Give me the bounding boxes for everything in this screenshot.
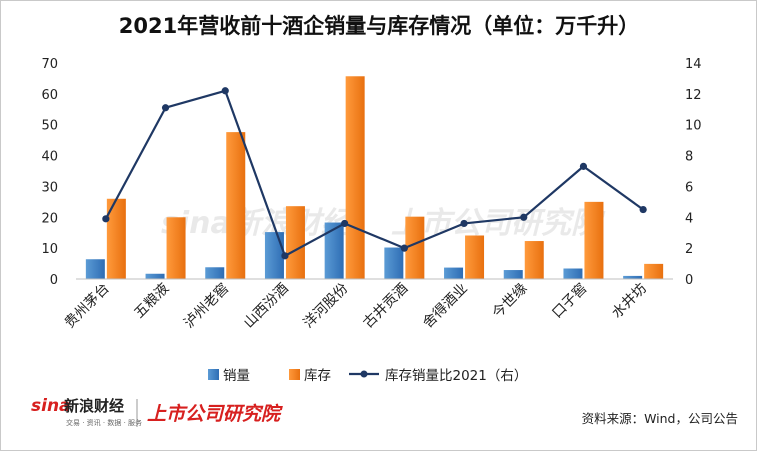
chart-title: 2021年营收前十酒企销量与库存情况（单位：万千升） <box>119 14 639 38</box>
bar-inventory <box>106 198 126 279</box>
bar-sales <box>85 259 105 279</box>
x-axis: 贵州茅台 五粮液 泸州老窖 山西汾酒 洋河股份 古井贡酒 舍得酒业 今世缘 口子窖 水井坊 <box>62 278 673 332</box>
x-tick-label: 古井贡酒 <box>360 281 411 332</box>
footer-logo-right: 上市公司研究院 <box>147 403 283 425</box>
x-tick-label: 泸州老窖 <box>180 280 232 332</box>
legend: 销量 库存 库存销量比2021（右） <box>208 368 527 384</box>
bar-sales <box>145 273 165 279</box>
watermark-right: 上市公司研究院 <box>391 206 606 241</box>
watermark: sina新浪财经 上市公司研究院 <box>161 206 606 241</box>
y-tick-right: 10 <box>685 119 702 134</box>
y-tick-left: 70 <box>41 57 58 72</box>
bar-sales <box>503 270 523 279</box>
point-ratio <box>161 104 170 112</box>
y-tick-right: 12 <box>685 88 702 103</box>
y-tick-right: 2 <box>685 242 693 257</box>
y-tick-left: 10 <box>41 242 58 257</box>
y-tick-right: 14 <box>685 57 702 72</box>
footer-logo-left: sina 新浪财经 交易 · 资讯 · 数据 · 服务 <box>31 396 142 427</box>
y-axis-right: 0 2 4 6 8 10 12 14 <box>685 57 702 288</box>
point-ratio <box>639 205 647 214</box>
bar-inventory <box>584 201 604 279</box>
y-tick-left: 20 <box>41 211 58 226</box>
y-tick-left: 30 <box>41 180 58 195</box>
legend-swatch-inventory <box>289 369 300 380</box>
point-ratio <box>400 244 408 252</box>
legend-label-sales: 销量 <box>223 368 250 384</box>
x-tick-label: 五粮液 <box>131 281 172 322</box>
legend-swatch-sales <box>208 369 219 380</box>
point-ratio <box>221 87 229 95</box>
bar-sales <box>623 275 643 279</box>
y-tick-right: 4 <box>685 211 693 226</box>
x-tick-label: 口子窖 <box>549 280 591 322</box>
point-ratio <box>460 219 468 228</box>
bar-inventory <box>166 217 186 279</box>
legend-label-inventory: 库存 <box>304 368 331 384</box>
line-ratio <box>104 89 644 257</box>
bar-inventory <box>405 216 425 279</box>
legend-item-inventory: 库存 <box>289 368 331 384</box>
legend-label-ratio: 库存销量比2021（右） <box>385 368 527 384</box>
bar-sales <box>324 222 344 279</box>
bar-inventory <box>524 241 544 279</box>
point-ratio <box>281 252 289 260</box>
point-ratio <box>579 162 588 170</box>
sina-logo-cn: 新浪财经 <box>64 397 124 415</box>
source-note: 资料来源：Wind，公司公告 <box>582 411 738 426</box>
plot-area <box>85 76 664 279</box>
y-tick-right: 6 <box>685 180 693 195</box>
x-tick-label: 山西汾酒 <box>241 281 292 332</box>
x-tick-label: 水井坊 <box>609 281 650 322</box>
x-tick-label: 贵州茅台 <box>62 281 113 332</box>
bar-inventory <box>226 132 246 279</box>
y-tick-left: 50 <box>41 119 58 134</box>
y-tick-left: 40 <box>41 150 58 165</box>
bar-sales <box>563 268 583 279</box>
sina-logo-text: sina <box>31 396 71 416</box>
x-tick-label: 舍得酒业 <box>419 280 471 332</box>
x-tick-label: 今世缘 <box>490 281 531 322</box>
bar-sales <box>444 267 464 279</box>
legend-marker-ratio <box>360 370 368 378</box>
bar-inventory <box>345 76 365 279</box>
legend-item-ratio: 库存销量比2021（右） <box>349 368 527 384</box>
y-tick-left: 0 <box>50 273 58 288</box>
y-tick-right: 0 <box>685 273 693 288</box>
bar-sales <box>264 232 284 279</box>
bar-inventory <box>465 235 485 279</box>
bar-inventory <box>644 263 664 279</box>
y-tick-right: 8 <box>685 150 693 165</box>
legend-item-sales: 销量 <box>208 368 250 384</box>
point-ratio <box>341 219 349 228</box>
x-tick-label: 洋河股份 <box>301 281 352 332</box>
y-tick-left: 60 <box>41 88 58 103</box>
point-ratio <box>520 213 528 221</box>
sina-logo-sub: 交易 · 资讯 · 数据 · 服务 <box>66 418 142 427</box>
bar-inventory <box>285 206 305 279</box>
y-axis-left: 0 10 20 30 40 50 60 70 <box>41 57 58 288</box>
bar-sales <box>205 267 225 279</box>
bar-sales <box>384 247 404 279</box>
point-ratio <box>102 215 110 223</box>
research-institute-logo: 上市公司研究院 <box>147 403 283 425</box>
